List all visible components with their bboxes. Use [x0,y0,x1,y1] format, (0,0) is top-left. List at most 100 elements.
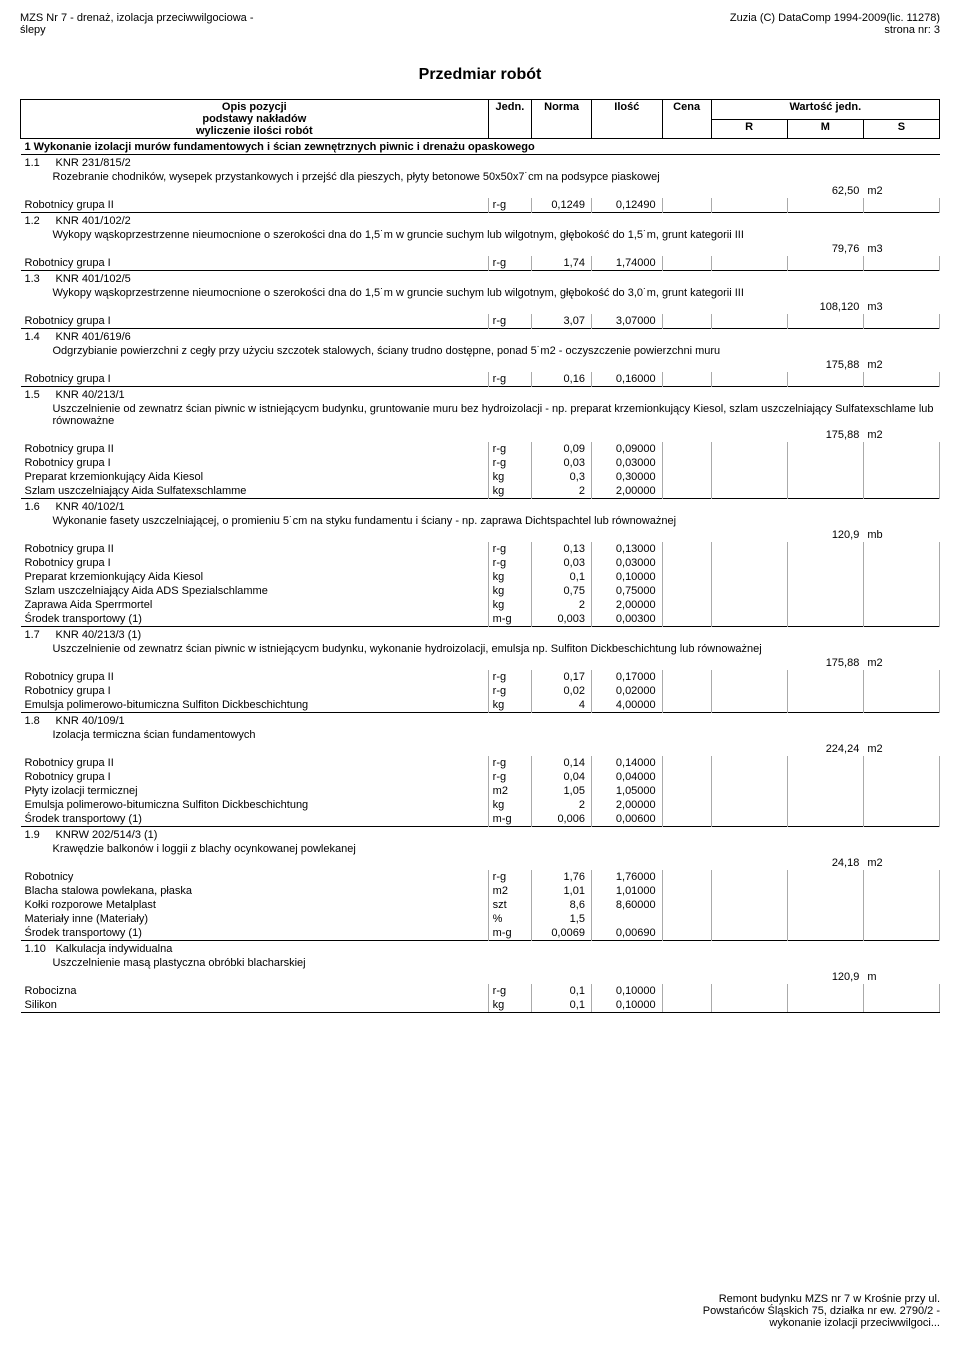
resource-norma: 0,0069 [532,926,592,941]
item-qty: 24,18 [787,856,863,870]
resource-ilosc: 1,05000 [591,784,662,798]
resource-s [863,798,939,812]
item-desc-row: Rozebranie chodników, wysepek przystanko… [21,170,940,184]
resource-name: Robotnicy grupa I [21,372,489,387]
item-desc: Odgrzybianie powierzchni z cegły przy uż… [21,344,940,358]
resource-m [787,684,863,698]
resource-ilosc: 0,17000 [591,670,662,684]
resource-ilosc: 0,03000 [591,556,662,570]
software-info: Zuzia (C) DataComp 1994-2009(lic. 11278) [730,12,940,24]
estimate-table: Opis pozycji podstawy nakładów wyliczeni… [20,99,940,1013]
resource-s [863,998,939,1013]
resource-ilosc: 1,01000 [591,884,662,898]
resource-name: Blacha stalowa powlekana, płaska [21,884,489,898]
resource-norma: 0,75 [532,584,592,598]
resource-r [711,612,787,627]
resource-name: Środek transportowy (1) [21,612,489,627]
resource-ilosc [591,912,662,926]
resource-m [787,372,863,387]
doc-title-2: ślepy [20,24,254,36]
resource-r [711,456,787,470]
item-unit: m2 [863,742,939,756]
item-desc: Uszczelnienie od zewnatrz ścian piwnic w… [21,642,940,656]
resource-unit: r-g [488,870,532,884]
resource-row: Szlam uszczelniający Aida ADS Spezialsch… [21,584,940,598]
resource-m [787,198,863,213]
opis-line3: wyliczenie ilości robót [25,125,484,137]
resource-cena [662,256,711,271]
resource-norma: 0,13 [532,542,592,556]
item-desc-row: Wykonanie fasety uszczelniającej, o prom… [21,514,940,528]
footer-line1: Remont budynku MZS nr 7 w Krośnie przy u… [20,1293,940,1305]
resource-s [863,926,939,941]
resource-ilosc: 1,76000 [591,870,662,884]
resource-norma: 2 [532,798,592,812]
resource-r [711,684,787,698]
resource-name: Robotnicy grupa II [21,542,489,556]
resource-row: Robotnicy grupa Ir-g0,040,04000 [21,770,940,784]
resource-norma: 2 [532,598,592,612]
resource-norma: 0,1249 [532,198,592,213]
item-unit: m2 [863,184,939,198]
item-desc: Wykopy wąskoprzestrzenne nieumocnione o … [21,228,940,242]
resource-m [787,770,863,784]
resource-cena [662,442,711,456]
resource-s [863,784,939,798]
resource-row: Robotnicy grupa Ir-g1,741,74000 [21,256,940,271]
resource-ilosc: 0,12490 [591,198,662,213]
resource-cena [662,884,711,898]
resource-cena [662,926,711,941]
item-code: 1.3 KNR 401/102/5 [21,271,940,287]
resource-norma: 1,74 [532,256,592,271]
col-ilosc: Ilość [591,100,662,139]
resource-ilosc: 3,07000 [591,314,662,329]
resource-name: Robotnicy grupa II [21,198,489,213]
resource-r [711,898,787,912]
resource-unit: r-g [488,684,532,698]
table-body: 1 Wykonanie izolacji murów fundamentowyc… [21,139,940,1013]
item-qty: 108,120 [787,300,863,314]
resource-name: Zaprawa Aida Sperrmortel [21,598,489,612]
resource-r [711,926,787,941]
opis-line1: Opis pozycji [25,101,484,113]
resource-row: Środek transportowy (1)m-g0,0030,00300 [21,612,940,627]
item-qty-row: 62,50m2 [21,184,940,198]
resource-s [863,698,939,713]
col-jedn: Jedn. [488,100,532,139]
main-title: Przedmiar robót [20,66,940,84]
item-qty: 62,50 [787,184,863,198]
resource-ilosc: 0,03000 [591,456,662,470]
resource-m [787,442,863,456]
resource-cena [662,584,711,598]
resource-ilosc: 0,30000 [591,470,662,484]
resource-cena [662,998,711,1013]
item-desc: Izolacja termiczna ścian fundamentowych [21,728,940,742]
resource-s [863,556,939,570]
resource-row: Robotnicyr-g1,761,76000 [21,870,940,884]
resource-norma: 2 [532,484,592,499]
resource-unit: kg [488,698,532,713]
resource-norma: 1,5 [532,912,592,926]
resource-s [863,670,939,684]
resource-m [787,584,863,598]
resource-cena [662,470,711,484]
resource-r [711,198,787,213]
resource-unit: kg [488,584,532,598]
item-code: 1.7 KNR 40/213/3 (1) [21,627,940,643]
header-left: MZS Nr 7 - drenaż, izolacja przeciwwilgo… [20,12,254,36]
resource-m [787,670,863,684]
opis-line2: podstawy nakładów [25,113,484,125]
table-header-row-1: Opis pozycji podstawy nakładów wyliczeni… [21,100,940,120]
item-qty-row: 120,9mb [21,528,940,542]
resource-row: Robotnicy grupa IIr-g0,130,13000 [21,542,940,556]
resource-row: Środek transportowy (1)m-g0,0060,00600 [21,812,940,827]
resource-cena [662,798,711,812]
resource-cena [662,484,711,499]
item-desc-row: Uszczelnienie masą plastyczna obróbki bl… [21,956,940,970]
resource-m [787,484,863,499]
resource-ilosc: 2,00000 [591,798,662,812]
item-header: 1.6 KNR 40/102/1 [21,499,940,515]
resource-row: Silikonkg0,10,10000 [21,998,940,1013]
resource-m [787,598,863,612]
resource-norma: 1,05 [532,784,592,798]
